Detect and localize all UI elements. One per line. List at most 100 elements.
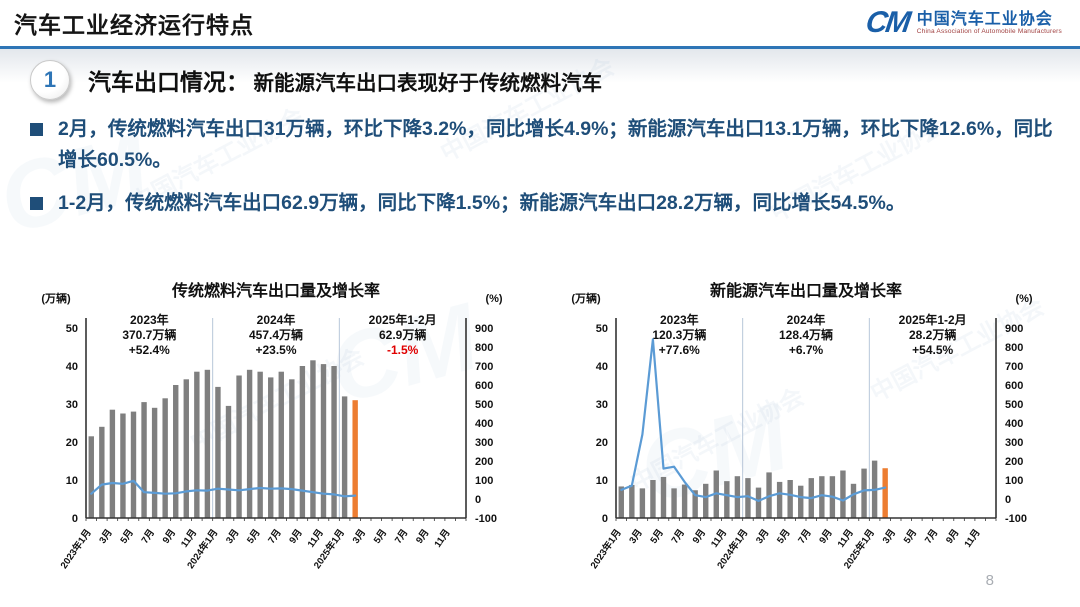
svg-text:7月: 7月 — [266, 527, 283, 545]
svg-text:5月: 5月 — [372, 527, 389, 545]
svg-text:5月: 5月 — [902, 527, 919, 545]
svg-text:(%): (%) — [1015, 293, 1032, 305]
svg-text:9月: 9月 — [944, 527, 961, 545]
svg-text:9月: 9月 — [817, 527, 834, 545]
bullet-square-icon — [30, 123, 43, 136]
svg-text:300: 300 — [475, 437, 493, 449]
svg-text:40: 40 — [66, 361, 78, 373]
svg-text:5月: 5月 — [775, 527, 792, 545]
svg-text:11月: 11月 — [179, 527, 199, 549]
svg-text:30: 30 — [66, 399, 78, 411]
svg-text:(万辆): (万辆) — [41, 291, 71, 305]
svg-text:-1.5%: -1.5% — [387, 343, 419, 357]
svg-text:+52.4%: +52.4% — [129, 343, 170, 357]
svg-text:0: 0 — [1005, 494, 1011, 506]
svg-text:2023年1月: 2023年1月 — [58, 527, 94, 571]
page-number: 8 — [985, 572, 994, 589]
svg-text:3月: 3月 — [627, 527, 644, 545]
logo-org-name: 中国汽车工业协会 — [916, 10, 1053, 28]
svg-text:2025年1-2月: 2025年1-2月 — [369, 312, 437, 327]
svg-text:7月: 7月 — [923, 527, 940, 545]
svg-text:3月: 3月 — [224, 527, 241, 545]
svg-text:2024年: 2024年 — [257, 312, 296, 327]
svg-text:700: 700 — [1005, 361, 1023, 373]
svg-text:600: 600 — [1005, 380, 1023, 392]
svg-text:100: 100 — [1005, 475, 1023, 487]
svg-text:9月: 9月 — [161, 527, 178, 545]
section-number-badge: 1 — [30, 60, 70, 100]
svg-text:5月: 5月 — [648, 527, 665, 545]
svg-text:-100: -100 — [475, 513, 497, 525]
bullet-text: 2月，传统燃料汽车出口31万辆，环比下降3.2%，同比增长4.9%；新能源汽车出… — [58, 118, 1053, 172]
svg-text:11月: 11月 — [836, 527, 856, 549]
svg-text:400: 400 — [475, 418, 493, 430]
svg-text:+6.7%: +6.7% — [789, 343, 824, 357]
svg-text:9月: 9月 — [414, 527, 431, 545]
svg-text:11月: 11月 — [432, 527, 452, 549]
svg-text:3月: 3月 — [754, 527, 771, 545]
svg-text:3月: 3月 — [351, 527, 368, 545]
svg-text:500: 500 — [1005, 399, 1023, 411]
svg-text:370.7万辆: 370.7万辆 — [122, 327, 176, 342]
svg-text:3月: 3月 — [97, 527, 114, 545]
svg-text:28.2万辆: 28.2万辆 — [909, 327, 956, 342]
svg-text:5月: 5月 — [245, 527, 262, 545]
bullet-text: 1-2月，传统燃料汽车出口62.9万辆，同比下降1.5%；新能源汽车出口28.2… — [58, 192, 906, 215]
svg-text:400: 400 — [1005, 418, 1023, 430]
svg-text:800: 800 — [1005, 342, 1023, 354]
svg-text:2023年: 2023年 — [660, 312, 699, 327]
slide-header: 汽车工业经济运行特点 CM 中国汽车工业协会 China Association… — [0, 0, 1080, 46]
section-background-band — [0, 49, 1080, 83]
svg-text:30: 30 — [596, 399, 608, 411]
svg-text:120.3万辆: 120.3万辆 — [652, 327, 706, 342]
svg-text:0: 0 — [72, 513, 78, 525]
svg-text:新能源汽车出口量及增长率: 新能源汽车出口量及增长率 — [710, 281, 902, 300]
svg-text:7月: 7月 — [796, 527, 813, 545]
charts-area: 传统燃料汽车出口量及增长率 (万辆) (%) 2023年 370.7万辆 +52.4% 20… — [0, 278, 1080, 603]
svg-text:传统燃料汽车出口量及增长率: 传统燃料汽车出口量及增长率 — [171, 281, 380, 300]
svg-text:50: 50 — [66, 323, 78, 335]
svg-text:2023年: 2023年 — [130, 312, 169, 327]
svg-text:0: 0 — [602, 513, 608, 525]
section-subtitle: 新能源汽车出口表现好于传统燃料汽车 — [253, 72, 602, 95]
svg-text:800: 800 — [475, 342, 493, 354]
svg-text:20: 20 — [66, 437, 78, 449]
svg-text:2025年1-2月: 2025年1-2月 — [899, 312, 967, 327]
svg-text:(%): (%) — [485, 293, 502, 305]
svg-text:7月: 7月 — [393, 527, 410, 545]
svg-text:50: 50 — [596, 323, 608, 335]
svg-text:300: 300 — [1005, 437, 1023, 449]
bullet-square-icon — [30, 197, 43, 211]
svg-text:+54.5%: +54.5% — [912, 343, 953, 357]
svg-text:7月: 7月 — [140, 527, 157, 545]
svg-text:3月: 3月 — [881, 527, 898, 545]
svg-text:700: 700 — [475, 361, 493, 373]
svg-text:200: 200 — [1005, 456, 1023, 468]
svg-text:100: 100 — [475, 475, 493, 487]
svg-text:(万辆): (万辆) — [571, 291, 601, 305]
svg-text:9月: 9月 — [287, 527, 304, 545]
page-title: 汽车工业经济运行特点 — [14, 12, 254, 38]
svg-text:20: 20 — [596, 437, 608, 449]
svg-text:40: 40 — [596, 361, 608, 373]
caam-logo-icon: CM — [863, 6, 912, 39]
svg-text:+23.5%: +23.5% — [255, 343, 296, 357]
svg-text:7月: 7月 — [670, 527, 687, 545]
svg-text:5月: 5月 — [118, 527, 135, 545]
bullet-item: 1-2月，传统燃料汽车出口62.9万辆，同比下降1.5%；新能源汽车出口28.2… — [30, 188, 1060, 219]
section-title: 汽车出口情况： — [88, 69, 249, 95]
svg-text:500: 500 — [475, 399, 493, 411]
section-heading: 1 汽车出口情况： 新能源汽车出口表现好于传统燃料汽车 — [30, 60, 602, 100]
svg-text:128.4万辆: 128.4万辆 — [779, 327, 833, 342]
header-divider — [0, 46, 1080, 49]
svg-text:-100: -100 — [1005, 513, 1027, 525]
svg-text:900: 900 — [1005, 323, 1023, 335]
svg-text:0: 0 — [475, 494, 481, 506]
svg-text:11月: 11月 — [962, 527, 982, 549]
svg-text:2024年: 2024年 — [787, 312, 826, 327]
svg-text:457.4万辆: 457.4万辆 — [249, 327, 303, 342]
svg-text:200: 200 — [475, 456, 493, 468]
caam-logo: CM 中国汽车工业协会 China Association of Automob… — [863, 6, 1062, 40]
